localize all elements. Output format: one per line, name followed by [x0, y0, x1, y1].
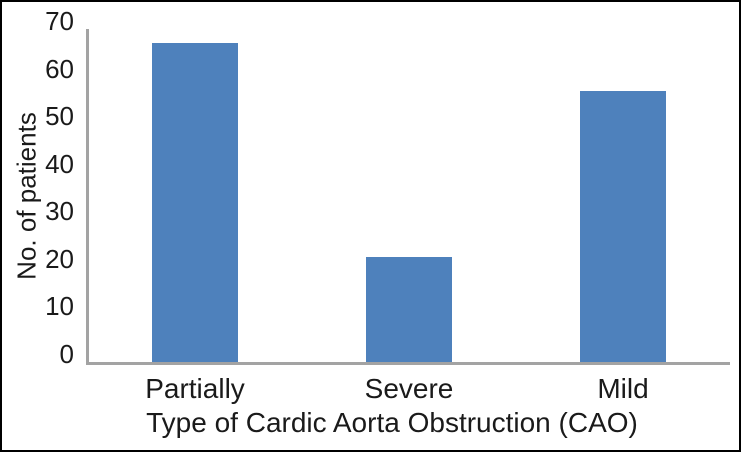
bar-mild [580, 90, 666, 362]
y-tick-label-40: 40 [45, 148, 74, 179]
y-axis-line [86, 29, 89, 365]
x-category-label-mild: Mild [597, 373, 649, 404]
y-tick-label-30: 30 [45, 196, 74, 227]
y-tick-label-10: 10 [45, 291, 74, 322]
x-axis-title: Type of Cardic Aorta Obstruction (CAO) [146, 407, 638, 438]
x-category-label-severe: Severe [364, 373, 454, 404]
y-tick-label-20: 20 [45, 243, 74, 274]
x-category-label-partially: Partially [145, 373, 245, 404]
y-tick-label-0: 0 [59, 339, 74, 369]
y-tick-label-70: 70 [45, 6, 74, 36]
bar-severe [366, 257, 452, 362]
y-tick-label-50: 50 [45, 101, 74, 132]
bar-partially [152, 43, 238, 362]
x-axis-line [86, 362, 730, 365]
y-tick-label-60: 60 [45, 53, 74, 84]
